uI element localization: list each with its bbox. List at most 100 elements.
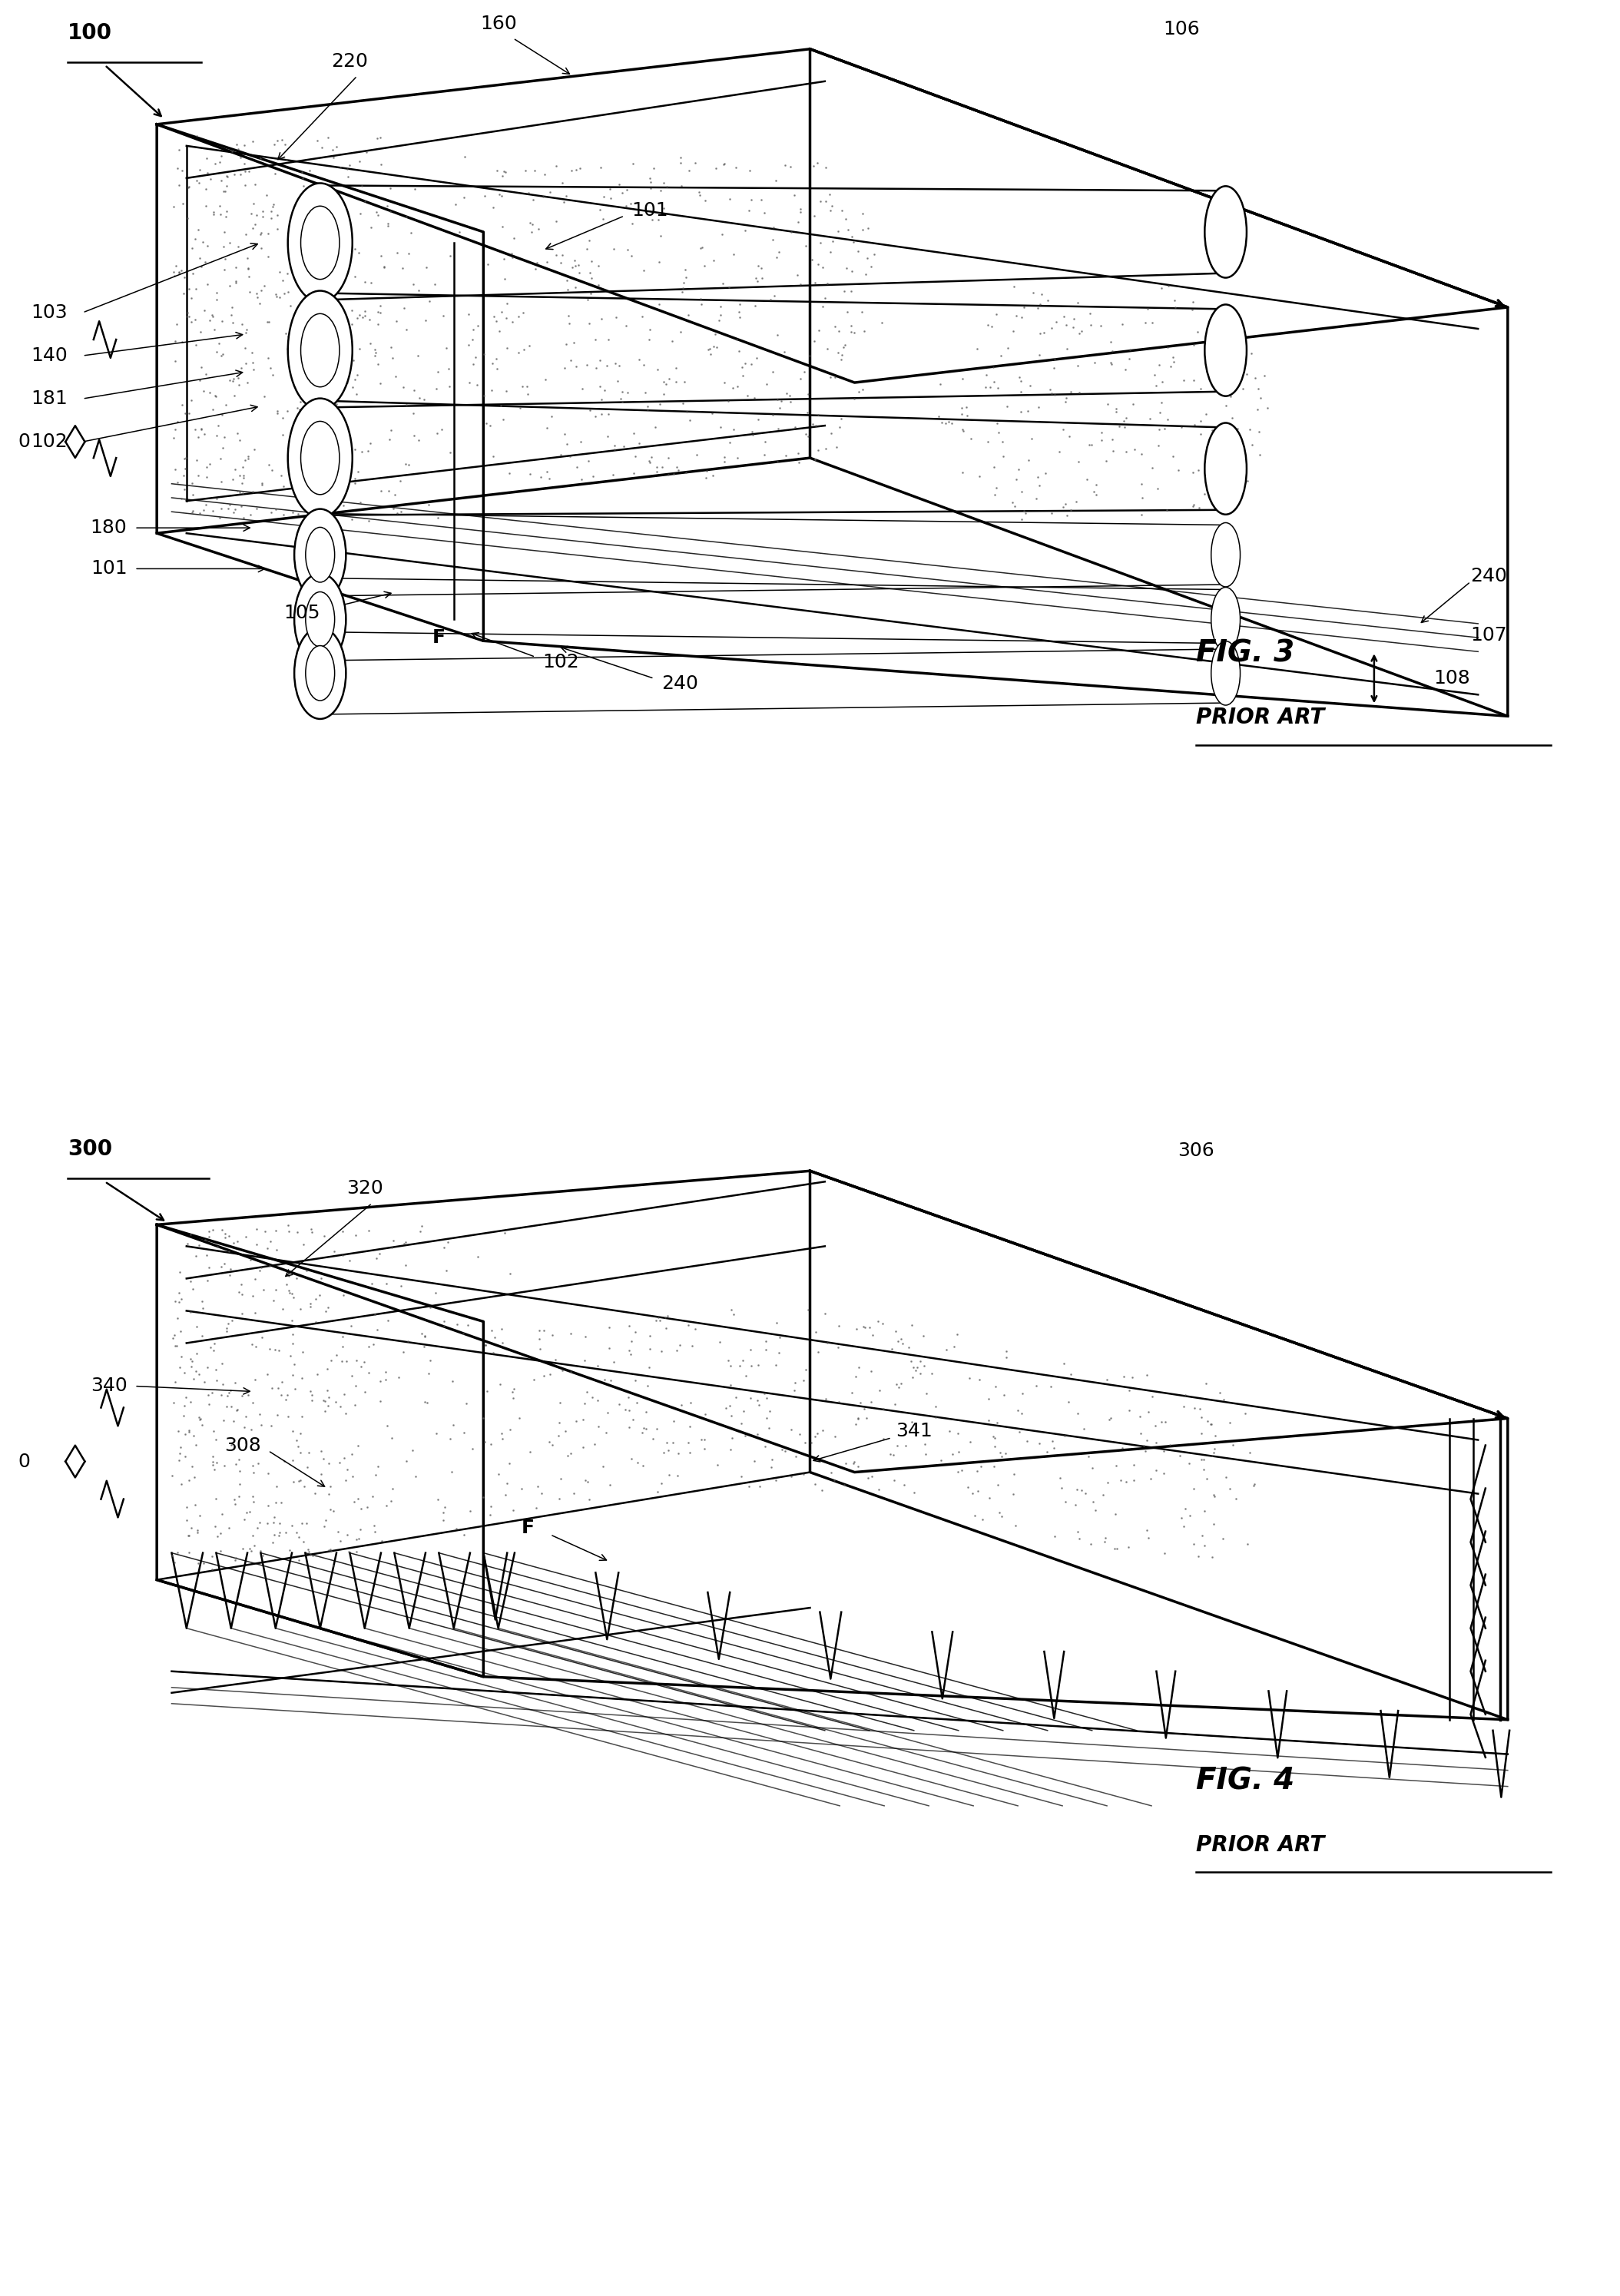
Point [1150,1433,1176,1469]
Point [296,1534,322,1570]
Point [1210,1520,1236,1557]
Point [201,1412,227,1449]
Point [347,1511,373,1548]
Point [698,335,724,372]
Point [765,443,791,480]
Point [539,397,565,434]
Point [1153,491,1179,528]
Point [162,1283,188,1320]
Point [220,156,246,193]
Point [258,1407,284,1444]
Point [1228,301,1254,338]
Point [802,1419,828,1456]
Point [852,1309,878,1345]
Point [982,1449,1008,1486]
Point [290,1334,316,1371]
Point [1110,305,1136,342]
Point [561,243,586,280]
Point [1006,450,1032,487]
Point [211,214,237,250]
Point [172,1355,198,1391]
Point [165,255,191,292]
Point [201,1325,227,1362]
Point [782,409,808,445]
Point [193,487,219,523]
Point [209,1212,235,1249]
Point [162,257,188,294]
Point [300,1536,326,1573]
Point [531,1357,557,1394]
Point [904,1348,930,1384]
Point [277,287,303,324]
Point [773,147,799,184]
Point [288,358,314,395]
Point [805,432,831,468]
Point [1082,1492,1108,1529]
Point [248,140,274,177]
Point [254,1357,280,1394]
Point [274,142,300,179]
Point [271,468,296,505]
Point [666,1435,692,1472]
Point [301,298,327,335]
Point [1058,491,1084,528]
Point [1009,1396,1035,1433]
Point [729,358,755,395]
Point [1053,1483,1079,1520]
Point [309,129,335,165]
Point [348,434,374,471]
Point [180,491,206,528]
Point [964,1453,990,1490]
Point [392,289,418,326]
Point [983,296,1009,333]
Point [455,1306,481,1343]
Point [771,333,797,370]
Point [193,140,219,177]
Point [201,1332,227,1368]
Point [606,347,632,383]
Point [222,1481,248,1518]
Point [572,1384,598,1421]
Point [1001,1456,1027,1492]
Point [230,475,256,512]
Point [471,335,497,372]
Point [517,204,543,241]
Point [781,1373,807,1410]
Point [165,1442,191,1479]
Point [262,1212,288,1249]
Point [732,1357,758,1394]
Point [535,243,561,280]
Point [802,324,828,360]
Point [211,429,237,466]
Point [266,1518,292,1554]
Point [241,1483,267,1520]
Point [1142,356,1168,393]
Point [501,220,526,257]
Point [264,278,290,315]
Point [413,303,439,340]
Point [851,1391,876,1428]
Point [204,1444,230,1481]
Point [436,367,462,404]
Point [936,1412,962,1449]
Point [844,232,870,269]
Point [674,393,700,429]
Ellipse shape [301,420,340,494]
Point [1230,441,1256,478]
Point [752,422,778,459]
Point [230,1531,256,1568]
Point [494,331,520,367]
Point [224,1391,249,1428]
Point [927,365,953,402]
Point [395,234,421,271]
Point [339,292,364,328]
Point [225,1224,251,1261]
Point [812,280,838,317]
Point [368,287,394,324]
Point [567,149,593,186]
Point [745,402,771,439]
Point [172,1437,198,1474]
Point [601,1343,627,1380]
Point [810,248,836,285]
Point [222,1364,248,1401]
